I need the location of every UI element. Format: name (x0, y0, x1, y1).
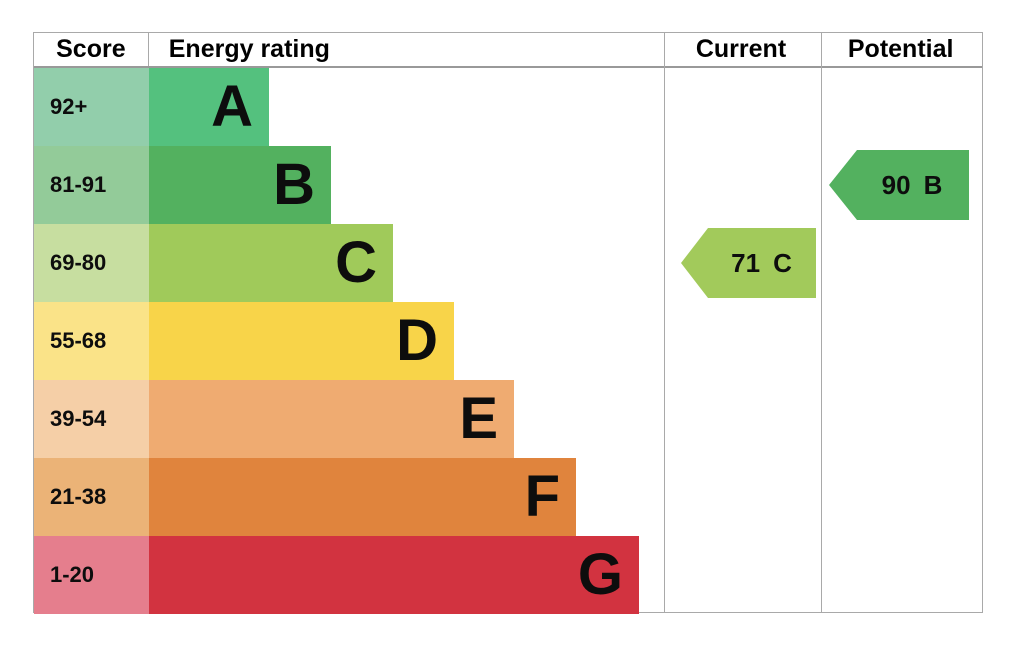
current-rating-marker: 71 C (681, 228, 816, 298)
grade-bar-g: G (149, 536, 639, 614)
band-row-a: 92+ A (34, 68, 664, 146)
grade-bar-d: D (149, 302, 454, 380)
band-row-g: 1-20 G (34, 536, 664, 614)
potential-rating-value: 90 (881, 169, 911, 200)
epc-table: Score Energy rating Current Potential 92… (33, 32, 983, 614)
current-column-header: Current (695, 35, 787, 63)
potential-rating-grade: B (923, 169, 943, 200)
grade-letter-a: A (211, 74, 253, 139)
epc-header-row: Score Energy rating Current Potential (34, 33, 982, 68)
epc-rows: 92+ A 81-91 B 69-80 C 55-68 D 39-54 E 21-38 F 1-20 G (34, 68, 664, 614)
grade-bar-e: E (149, 380, 514, 458)
current-rating-value: 71 (731, 247, 761, 278)
grade-letter-d: D (396, 308, 438, 373)
score-range-a: 92+ (34, 68, 149, 146)
grade-letter-e: E (459, 386, 498, 451)
grade-bar-c: C (149, 224, 393, 302)
grade-letter-b: B (273, 152, 315, 217)
score-range-b: 81-91 (34, 146, 149, 224)
current-rating-grade: C (773, 247, 792, 278)
score-range-e: 39-54 (34, 380, 149, 458)
potential-column-header: Potential (847, 35, 954, 63)
grade-bar-b: B (149, 146, 331, 224)
grade-letter-c: C (335, 230, 377, 295)
band-row-f: 21-38 F (34, 458, 664, 536)
potential-column-divider (821, 33, 822, 612)
score-column-header: Score (34, 33, 149, 66)
score-range-f: 21-38 (34, 458, 149, 536)
score-range-c: 69-80 (34, 224, 149, 302)
band-row-b: 81-91 B (34, 146, 664, 224)
current-column-divider (664, 33, 665, 612)
potential-rating-marker: 90 B (829, 150, 969, 220)
band-row-e: 39-54 E (34, 380, 664, 458)
grade-letter-g: G (577, 542, 623, 607)
grade-bar-a: A (149, 68, 269, 146)
energy-rating-column-header: Energy rating (168, 35, 330, 63)
band-row-c: 69-80 C (34, 224, 664, 302)
grade-bar-f: F (149, 458, 576, 536)
score-range-d: 55-68 (34, 302, 149, 380)
grade-letter-f: F (524, 464, 560, 529)
band-row-d: 55-68 D (34, 302, 664, 380)
score-range-g: 1-20 (34, 536, 149, 614)
